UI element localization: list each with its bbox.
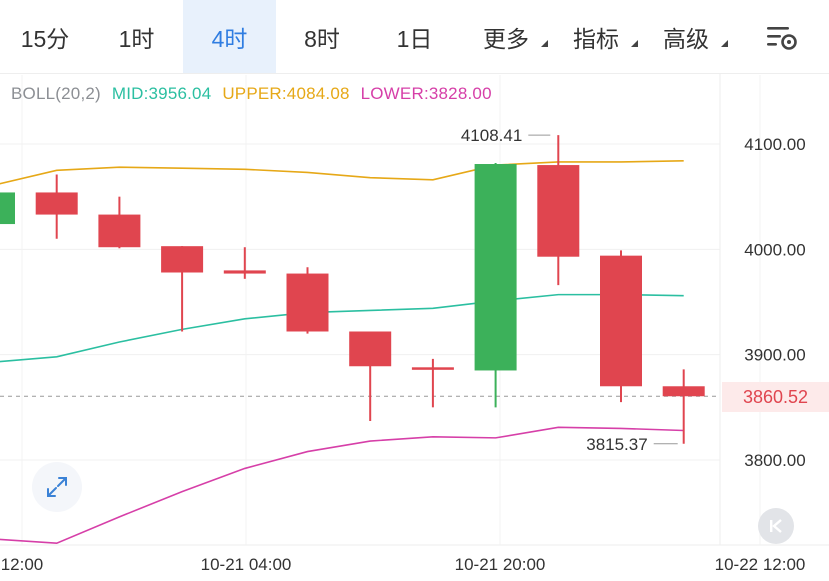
tab-8h[interactable]: 8时 [276, 0, 368, 73]
chart-settings-icon[interactable] [765, 22, 801, 52]
candle-body [223, 270, 266, 274]
candle-body [98, 214, 141, 248]
tab-indicators[interactable]: 指标 [551, 0, 641, 73]
candle-body [0, 192, 15, 225]
high-annotation: 4108.41 [461, 126, 522, 145]
candle-body [349, 331, 392, 367]
tab-label: 更多 [483, 25, 529, 52]
tab-advanced[interactable]: 高级 [641, 0, 731, 73]
x-tick-label: 10-22 12:00 [715, 555, 806, 574]
y-tick-label: 4100.00 [744, 135, 805, 154]
dropdown-triangle-icon [631, 40, 638, 47]
candle-body [161, 246, 204, 273]
tab-1h[interactable]: 1时 [90, 0, 183, 73]
candle-body [600, 255, 642, 387]
y-tick-label: 4000.00 [744, 240, 805, 259]
dropdown-triangle-icon [721, 40, 728, 47]
boll-lower-line [0, 426, 684, 545]
x-tick-label: 12:00 [1, 555, 44, 574]
boll-upper-value: UPPER:4084.08 [222, 84, 350, 103]
indicator-name: BOLL(20,2) [11, 84, 101, 103]
tab-more[interactable]: 更多 [461, 0, 551, 73]
low-annotation: 3815.37 [586, 435, 647, 454]
dropdown-triangle-icon [541, 40, 548, 47]
boll-mid-line [0, 293, 684, 363]
boll-upper-line [0, 160, 684, 185]
boll-legend: BOLL(20,2) MID:3956.04 UPPER:4084.08 LOW… [11, 84, 498, 104]
tab-label: 高级 [663, 25, 709, 52]
x-tick-label: 10-21 20:00 [455, 555, 546, 574]
y-tick-label: 3800.00 [744, 451, 805, 470]
x-tick-label: 10-21 04:00 [201, 555, 292, 574]
tab-1d[interactable]: 1日 [368, 0, 461, 73]
tab-label: 4时 [211, 25, 248, 52]
timeframe-toolbar: 15分 1时 4时 8时 1日 更多 指标 高级 [0, 0, 829, 74]
candle-body [286, 273, 329, 332]
expand-icon[interactable] [32, 462, 82, 512]
y-tick-label: 3900.00 [744, 346, 805, 365]
tab-label: 指标 [573, 25, 619, 52]
candle-body [35, 192, 78, 215]
candle-body [474, 164, 517, 371]
tab-15m[interactable]: 15分 [0, 0, 90, 73]
tab-label: 1日 [396, 25, 433, 52]
boll-lower-value: LOWER:3828.00 [360, 84, 492, 103]
scroll-to-latest-icon[interactable] [758, 508, 794, 544]
tab-label: 1时 [118, 25, 155, 52]
tab-label: 8时 [304, 25, 340, 52]
current-price-tag: 3860.52 [722, 382, 829, 412]
boll-mid-value: MID:3956.04 [111, 84, 212, 103]
candle-body [662, 386, 705, 397]
candle-body [411, 367, 454, 370]
tab-4h[interactable]: 4时 [183, 0, 276, 73]
candle-body [537, 165, 580, 257]
tab-label: 15分 [20, 25, 70, 52]
